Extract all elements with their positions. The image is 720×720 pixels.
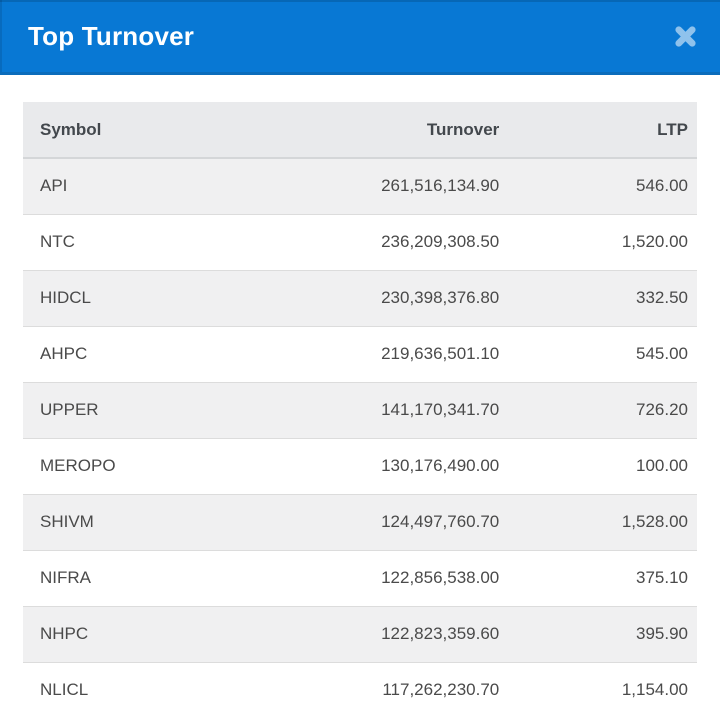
cell-symbol: MEROPO <box>23 437 307 494</box>
cell-turnover: 236,209,308.50 <box>306 213 509 270</box>
cell-symbol: NLICL <box>23 661 307 718</box>
cell-turnover: 230,398,376.80 <box>306 269 509 326</box>
modal-header: Top Turnover <box>0 0 720 75</box>
table-row: NHPC 122,823,359.60 395.90 <box>23 605 697 662</box>
cell-ltp: 395.90 <box>508 605 697 662</box>
cell-turnover: 122,823,359.60 <box>306 605 509 662</box>
table-row: NLICL 117,262,230.70 1,154.00 <box>23 661 697 718</box>
cell-ltp: 332.50 <box>508 269 697 326</box>
cell-symbol: UPPER <box>23 381 307 438</box>
table-body: API 261,516,134.90 546.00 NTC 236,209,308.50… <box>23 158 697 718</box>
cell-turnover: 141,170,341.70 <box>306 381 509 438</box>
table-row: API 261,516,134.90 546.00 <box>23 158 697 214</box>
cell-symbol: AHPC <box>23 325 307 382</box>
cell-turnover: 219,636,501.10 <box>306 325 509 382</box>
cell-turnover: 261,516,134.90 <box>381 176 500 196</box>
cell-turnover: 122,856,538.00 <box>306 549 509 606</box>
table-row: SHIVM 124,497,760.70 1,528.00 <box>23 493 697 550</box>
cell-ltp: 375.10 <box>508 549 697 606</box>
table-row: MEROPO 130,176,490.00 100.00 <box>23 437 697 494</box>
close-button[interactable] <box>671 22 700 51</box>
cell-symbol: API <box>40 176 68 196</box>
cell-ltp: 1,520.00 <box>508 213 697 270</box>
modal-body: Symbol Turnover LTP API 261,516,134.90 546… <box>0 75 720 718</box>
cell-ltp: 1,154.00 <box>508 661 697 718</box>
cell-symbol: NTC <box>23 213 307 270</box>
cell-symbol: NHPC <box>23 605 307 662</box>
column-header-ltp: LTP <box>508 102 697 159</box>
turnover-table: Symbol Turnover LTP API 261,516,134.90 546… <box>23 102 697 718</box>
column-header-symbol: Symbol <box>23 102 307 159</box>
table-header-row: Symbol Turnover LTP <box>23 102 697 159</box>
modal-title: Top Turnover <box>28 20 195 51</box>
table-row: HIDCL 230,398,376.80 332.50 <box>23 269 697 326</box>
cell-turnover: 124,497,760.70 <box>306 493 509 550</box>
cell-ltp: 100.00 <box>508 437 697 494</box>
close-icon <box>673 24 698 49</box>
table-row: NIFRA 122,856,538.00 375.10 <box>23 549 697 606</box>
cell-symbol: HIDCL <box>23 269 307 326</box>
cell-ltp: 1,528.00 <box>508 493 697 550</box>
cell-symbol: NIFRA <box>23 549 307 606</box>
cell-turnover: 117,262,230.70 <box>306 661 509 718</box>
table-row: AHPC 219,636,501.10 545.00 <box>23 325 697 382</box>
column-header-turnover: Turnover <box>306 102 509 159</box>
cell-ltp: 546.00 <box>636 176 688 196</box>
cell-ltp: 726.20 <box>508 381 697 438</box>
cell-turnover: 130,176,490.00 <box>306 437 509 494</box>
cell-ltp: 545.00 <box>508 325 697 382</box>
table-row: UPPER 141,170,341.70 726.20 <box>23 381 697 438</box>
cell-symbol: SHIVM <box>23 493 307 550</box>
table-row: NTC 236,209,308.50 1,520.00 <box>23 213 697 270</box>
